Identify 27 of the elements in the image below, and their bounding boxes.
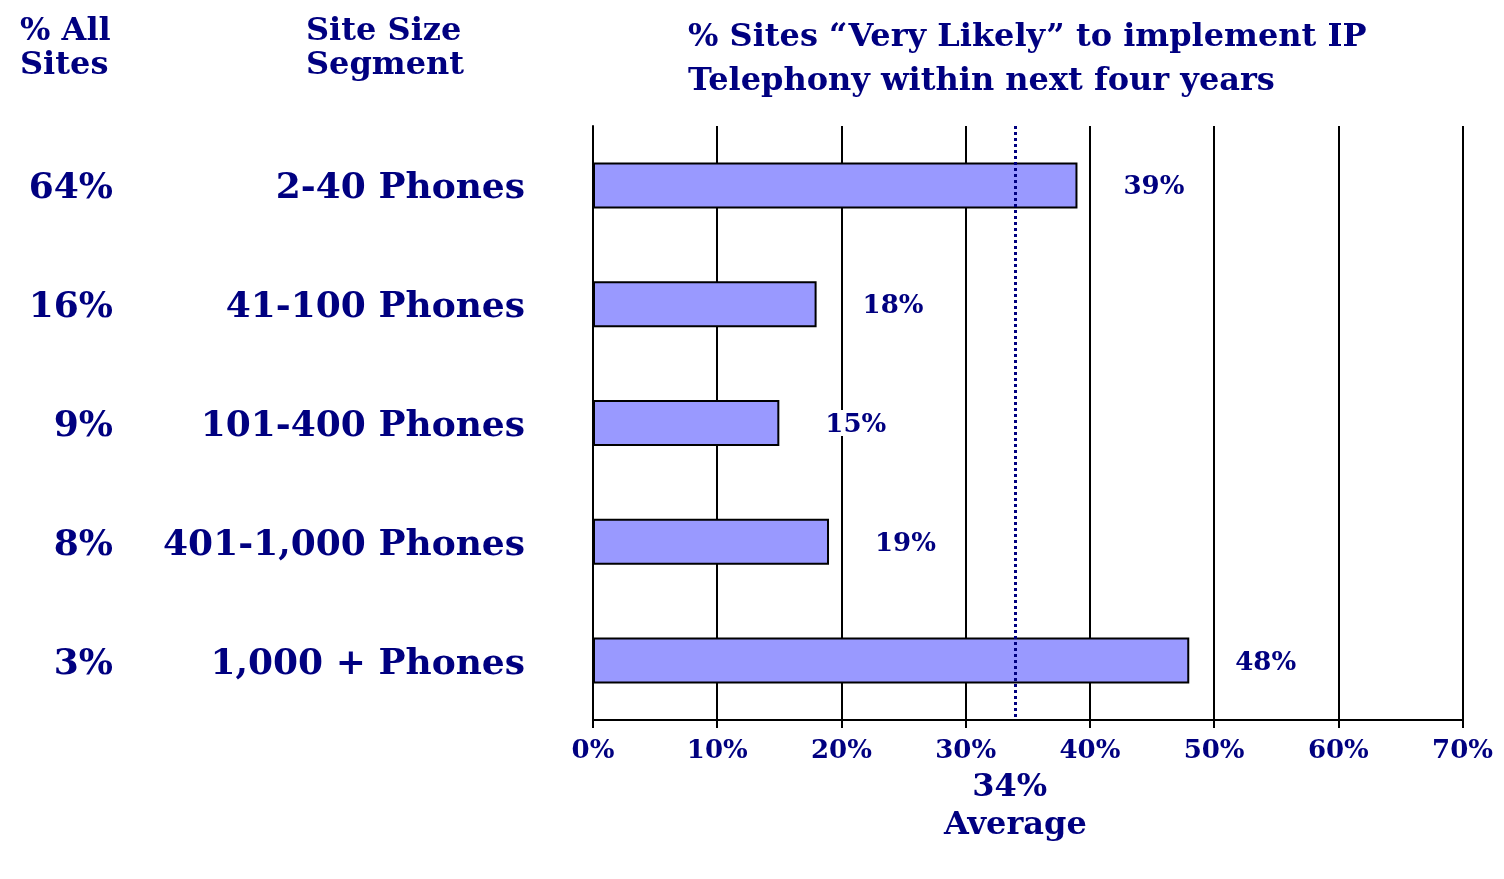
x-tick-label: 10% bbox=[686, 734, 748, 764]
x-tick-label: 0% bbox=[571, 734, 615, 764]
y-tick-label: 401-1,000 Phones bbox=[163, 520, 525, 563]
data-label: 15% bbox=[825, 408, 887, 438]
chart-title: % Sites “Very Likely” to implement IP Telephony within next four years bbox=[688, 16, 1378, 98]
data-label: 48% bbox=[1235, 645, 1297, 676]
text: % All Sites bbox=[20, 10, 122, 82]
x-tick-label: 70% bbox=[1432, 734, 1494, 764]
x-tick-label: 30% bbox=[935, 734, 997, 764]
y-tick-label: 101-400 Phones bbox=[200, 402, 525, 444]
y-tick-label: 1,000 + Phones bbox=[210, 639, 525, 682]
y-tick-label: 2-40 Phones bbox=[275, 164, 525, 207]
text: 64% bbox=[28, 164, 113, 207]
data-label: 39% bbox=[1123, 170, 1185, 201]
data-label: 18% bbox=[862, 289, 924, 320]
y-tick-label: 41-100 Phones bbox=[225, 283, 525, 326]
y-axis-title: Site Size Segment bbox=[306, 10, 473, 82]
x-tick-label: 50% bbox=[1183, 734, 1245, 764]
x-tick-label: 60% bbox=[1307, 734, 1370, 764]
text: 9% bbox=[53, 402, 113, 444]
text: 3% bbox=[53, 639, 113, 682]
ref-line-label: 34% Average bbox=[942, 766, 1087, 842]
text: 8% bbox=[53, 520, 113, 563]
x-tick-label: 40% bbox=[1059, 734, 1121, 764]
text: 16% bbox=[28, 283, 113, 326]
data-label: 19% bbox=[875, 526, 937, 557]
x-tick-label: 20% bbox=[811, 734, 873, 764]
